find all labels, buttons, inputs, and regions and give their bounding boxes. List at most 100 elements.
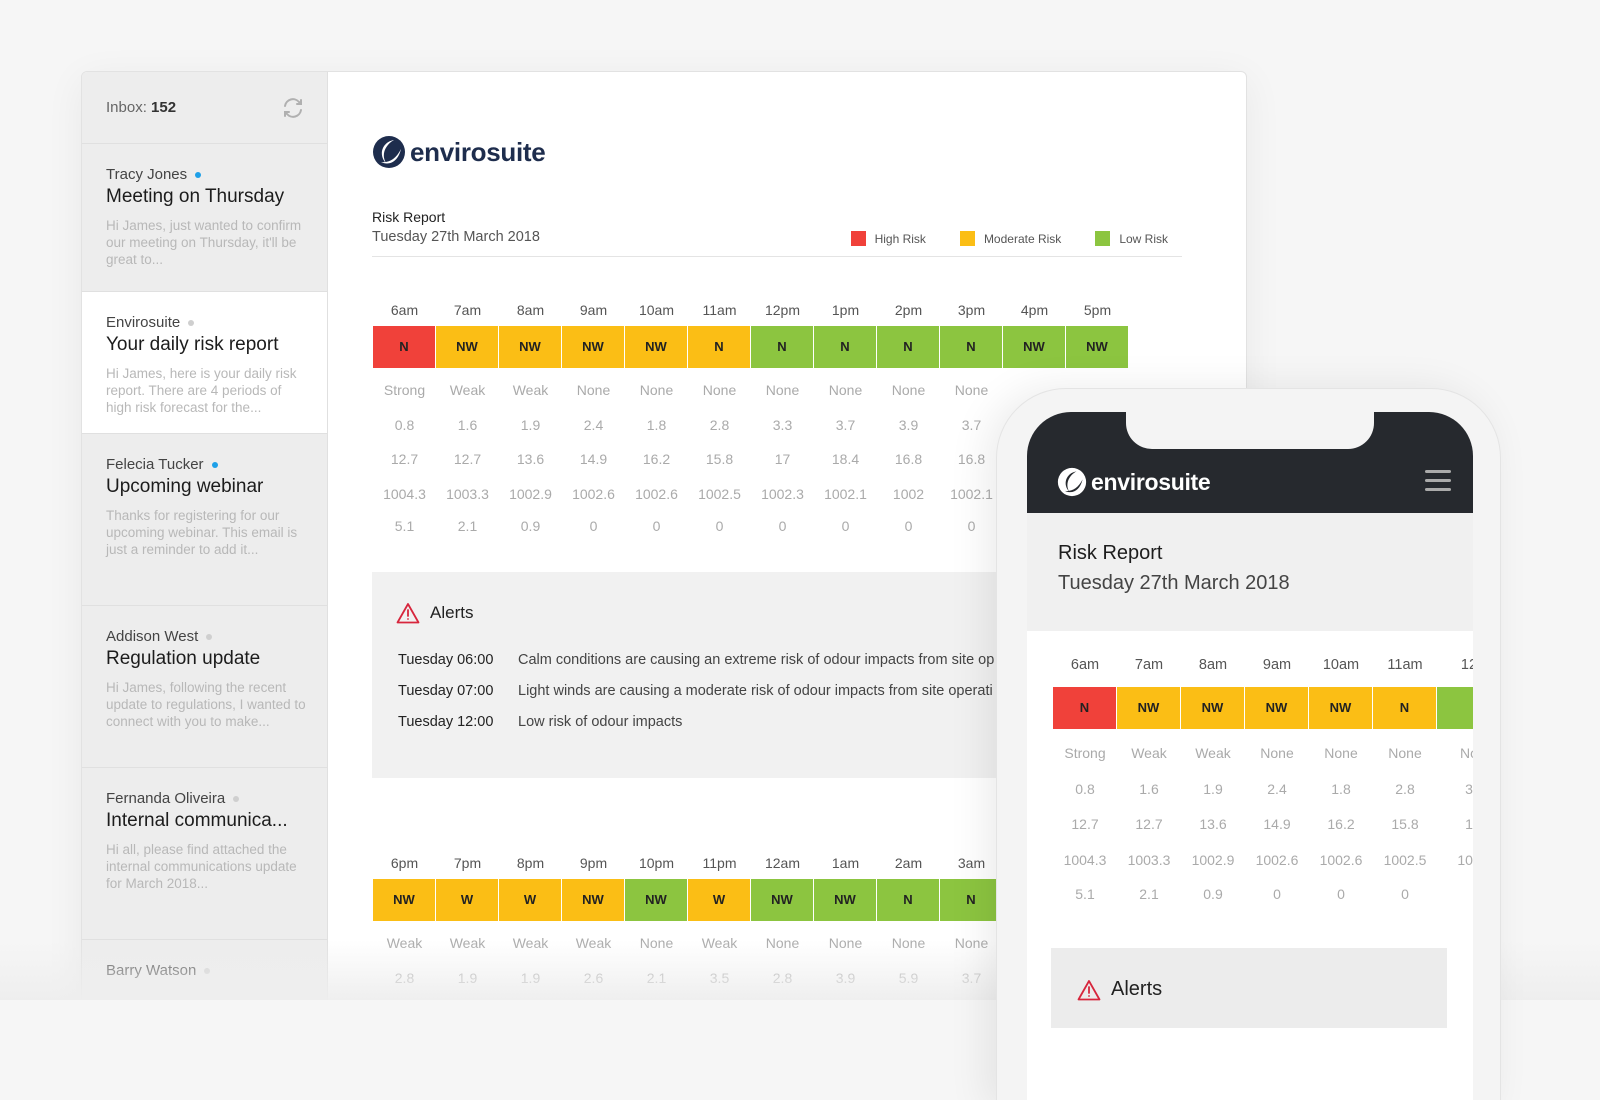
mobile-screen: envirosuite Risk Report Tuesday 27th Mar…	[1027, 412, 1473, 1100]
data-cell: 0	[967, 518, 976, 534]
email-sender: Addison West	[106, 628, 307, 645]
risk-cell: W	[436, 879, 498, 921]
data-cell: None	[828, 935, 863, 951]
data-row: Strong Weak Weak None None None No	[1053, 745, 1473, 761]
mobile-header: envirosuite	[1027, 412, 1473, 513]
sender-name: Envirosuite	[106, 314, 181, 331]
data-cell: 2.8	[709, 417, 730, 433]
data-cell: None	[1324, 745, 1358, 761]
risk-cell: NW	[625, 879, 687, 921]
risk-cell: NW	[1066, 326, 1128, 368]
data-cell: 1	[1465, 816, 1473, 832]
read-dot-icon	[206, 633, 213, 640]
time-label: 8am	[1198, 657, 1228, 673]
data-cell: 16.8	[894, 451, 923, 467]
mobile-report-header: Risk Report Tuesday 27th March 2018	[1027, 513, 1473, 631]
email-sender: Felecia Tucker	[106, 456, 307, 473]
alert-message: Low risk of odour impacts	[518, 714, 683, 730]
data-cell: 0.8	[1075, 781, 1095, 797]
risk-cell: NW	[562, 879, 624, 921]
alert-message: Calm conditions are causing an extreme r…	[518, 652, 995, 668]
alert-message: Light winds are causing a moderate risk …	[518, 683, 993, 699]
data-cell: 0	[904, 518, 913, 534]
data-cell: None	[639, 935, 674, 951]
email-list-item[interactable]: Envirosuite Your daily risk report Hi Jame…	[82, 292, 327, 434]
hamburger-menu-icon[interactable]	[1425, 470, 1451, 492]
time-label: 10am	[638, 302, 675, 318]
data-cell: Weak	[1131, 745, 1167, 761]
legend-swatch	[959, 231, 975, 246]
data-cell: 2.1	[1139, 886, 1159, 902]
refresh-icon[interactable]	[281, 96, 305, 120]
data-row: 2.8 1.9 1.9 2.6 2.1 3.5 2.8 3.9 5.9 3.7	[373, 970, 1003, 986]
data-cell: 1002.6	[1319, 852, 1363, 868]
data-cell: 1002.6	[635, 486, 678, 502]
email-sender: Envirosuite	[106, 314, 307, 331]
legend-item: Moderate Risk	[959, 231, 1061, 246]
data-cell: None	[891, 935, 926, 951]
data-cell: 0	[1273, 886, 1281, 902]
email-preview: Hi James, just wanted to confirm our mee…	[106, 218, 302, 267]
time-label: 11am	[1387, 657, 1423, 673]
sender-name: Tracy Jones	[106, 166, 188, 183]
alert-item: Tuesday 07:00 Light winds are causing a m…	[398, 683, 993, 699]
report-header: Risk Report Tuesday 27th March 2018 High…	[372, 209, 1182, 257]
data-row: 5.1 2.1 0.9 0 0 0	[1053, 886, 1473, 902]
alerts-title: Alerts	[430, 603, 474, 622]
risk-cell: N	[940, 326, 1002, 368]
time-label: 3am	[957, 855, 986, 871]
data-cell: 2.1	[457, 518, 478, 534]
read-dot-icon	[204, 967, 211, 974]
risk-cell: NW	[436, 326, 498, 368]
data-cell: 3.5	[709, 970, 730, 986]
data-cell: 5.9	[898, 970, 919, 986]
email-subject: Upcoming webinar	[106, 476, 264, 497]
mobile-brand-name: envirosuite	[1091, 468, 1211, 495]
data-cell: Weak	[512, 935, 549, 951]
data-cell: 16.2	[642, 451, 671, 467]
risk-cell: NW	[499, 326, 561, 368]
mobile-alerts-title: Alerts	[1111, 978, 1163, 1000]
data-cell: Weak	[512, 382, 549, 398]
envirosuite-logo: envirosuite	[372, 135, 546, 169]
mobile-report-body: 6am7am8am9am10am11am12NNWNWNWNWNStrongWe…	[1027, 631, 1473, 1100]
data-cell: 16.2	[1327, 816, 1355, 832]
alerts-heading: Alerts	[396, 602, 473, 624]
data-cell: 100	[1457, 852, 1473, 868]
time-label: 6pm	[390, 855, 419, 871]
data-cell: 1002	[892, 486, 925, 502]
data-cell: 5.1	[1075, 886, 1095, 902]
risk-cell: N	[1053, 687, 1116, 729]
data-cell: Weak	[575, 935, 612, 951]
read-dot-icon	[188, 319, 195, 326]
email-list-item[interactable]: Fernanda Oliveira Internal communica... Hi…	[82, 768, 327, 940]
data-cell: 12.7	[1071, 816, 1099, 832]
data-cell: None	[639, 382, 674, 398]
email-list-item[interactable]: Felecia Tucker Upcoming webinar Thanks for…	[82, 434, 327, 606]
sender-name: Fernanda Oliveira	[106, 790, 226, 807]
data-cell: 12.7	[390, 451, 419, 467]
data-cell: Strong	[1064, 745, 1106, 761]
email-list-item[interactable]: Tracy Jones Meeting on Thursday Hi James, …	[82, 144, 327, 292]
time-label: 6am	[390, 302, 419, 318]
email-preview: Hi all, please find attached the interna…	[106, 842, 297, 891]
time-label: 12pm	[764, 302, 801, 318]
read-dot-icon	[233, 795, 240, 802]
email-preview: Hi James, here is your daily risk report…	[106, 366, 297, 415]
email-sender: Fernanda Oliveira	[106, 790, 307, 807]
data-cell: 2.1	[646, 970, 667, 986]
alert-item: Tuesday 06:00 Calm conditions are causing…	[398, 652, 994, 668]
data-cell: 1002.5	[1383, 852, 1427, 868]
data-cell: None	[765, 382, 800, 398]
data-cell: 12.7	[1135, 816, 1163, 832]
alert-time: Tuesday 07:00	[398, 683, 494, 699]
sender-name: Barry Watson	[106, 962, 197, 979]
mobile-logo: envirosuite	[1057, 467, 1211, 497]
data-cell: Weak	[449, 935, 486, 951]
data-cell: 0	[841, 518, 850, 534]
data-cell: Weak	[386, 935, 423, 951]
data-cell: None	[576, 382, 611, 398]
email-list-item[interactable]: Addison West Regulation update Hi James, f…	[82, 606, 327, 768]
time-label: 12	[1460, 657, 1473, 673]
data-cell: 0.9	[1203, 886, 1223, 902]
